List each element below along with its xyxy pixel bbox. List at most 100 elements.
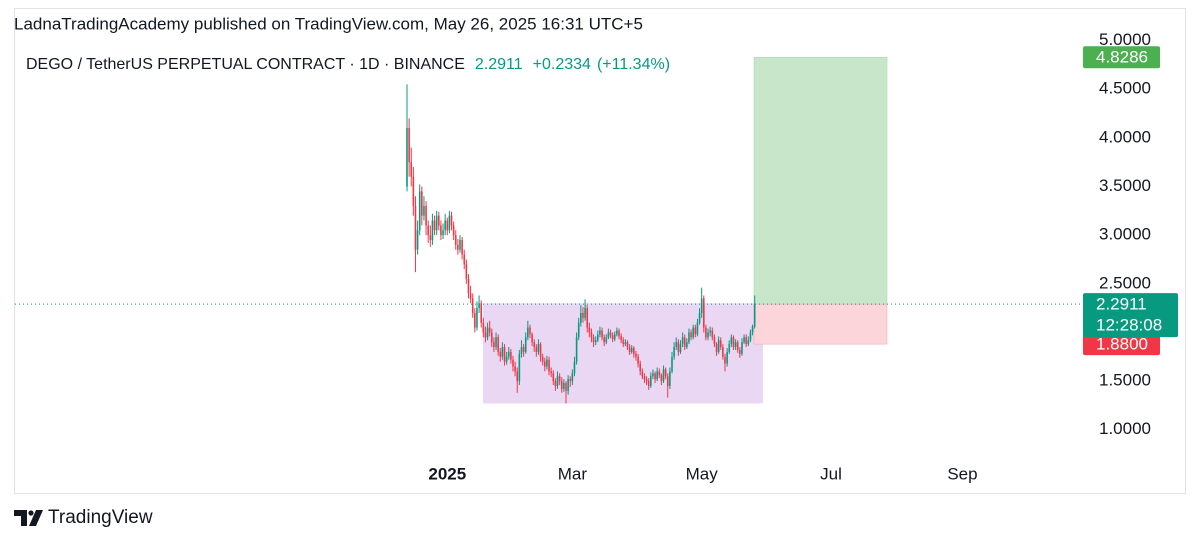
candle-body	[414, 205, 417, 250]
candle-body	[652, 373, 654, 377]
candle-body	[558, 376, 561, 382]
candle-body	[630, 348, 633, 352]
price-axis: 1.00001.50002.00002.50003.00003.50004.00…	[1083, 30, 1178, 438]
candle-body	[641, 371, 644, 377]
candle-body	[518, 353, 521, 382]
profit-zone	[753, 56, 888, 305]
candle-body	[433, 220, 436, 231]
candle-body	[486, 327, 489, 338]
candle-body	[533, 342, 535, 348]
candle-body	[713, 337, 716, 345]
x-tick-label: Mar	[558, 464, 588, 483]
candle-body	[493, 342, 495, 348]
candle-body	[686, 342, 688, 348]
candle-body	[412, 176, 415, 206]
candle-body	[622, 340, 625, 345]
candle-body	[520, 347, 523, 354]
candle-body	[611, 335, 614, 340]
candle-body	[556, 376, 559, 386]
y-tick-label: 1.5000	[1099, 371, 1151, 390]
candle-body	[692, 327, 694, 338]
candle-body	[469, 293, 472, 299]
candle-body	[484, 332, 487, 338]
candle-body	[467, 278, 470, 294]
x-tick-label: May	[686, 464, 719, 483]
candle-body	[421, 191, 423, 216]
candle-body	[700, 298, 703, 313]
candle-body	[594, 340, 597, 343]
candle-body	[605, 337, 608, 343]
candle-body	[584, 308, 586, 318]
candle-body	[643, 376, 646, 380]
candle-body	[681, 337, 684, 345]
candle-body	[548, 359, 550, 372]
candle-body	[675, 342, 678, 348]
price-change-pct: (+11.34%)	[597, 56, 670, 73]
candle-body	[719, 340, 722, 348]
candle-body	[554, 381, 557, 386]
candle-body	[590, 332, 593, 338]
candle-body	[628, 347, 631, 352]
candle-body	[613, 334, 616, 340]
candle-body	[565, 383, 567, 391]
candle-body	[603, 337, 605, 343]
candle-body	[633, 348, 635, 354]
candle-body	[461, 240, 463, 255]
candle-body	[730, 337, 733, 345]
candle-body	[539, 344, 542, 357]
candle-body	[418, 191, 421, 231]
candle-body	[582, 312, 584, 318]
symbol-line: DEGO / TetherUS PERPETUAL CONTRACT · 1D …	[26, 56, 670, 73]
symbol-title: DEGO / TetherUS PERPETUAL CONTRACT · 1D …	[26, 56, 465, 73]
x-tick-label: Sep	[947, 464, 977, 483]
candle-body	[586, 308, 588, 328]
brand-name: TradingView	[48, 507, 153, 528]
candle-body	[749, 332, 752, 341]
candle-body	[601, 330, 603, 338]
candle-body	[669, 371, 671, 386]
candle-body	[666, 376, 669, 386]
candle-body	[567, 379, 569, 391]
candle-body	[599, 330, 601, 335]
y-tick-label: 2.5000	[1099, 273, 1151, 292]
candle-body	[732, 337, 735, 348]
candle-body	[505, 356, 508, 362]
candle-body	[739, 349, 741, 354]
candle-body	[635, 353, 637, 357]
candle-body	[425, 205, 427, 226]
candle-body	[711, 330, 714, 338]
candle-body	[673, 347, 675, 357]
candle-body	[662, 369, 665, 382]
chart-frame	[14, 8, 1186, 494]
candle-body	[442, 230, 444, 236]
candle-body	[476, 308, 478, 328]
candle-body	[438, 215, 440, 226]
candle-body	[647, 381, 650, 386]
price-change: +0.2334	[533, 56, 591, 73]
candle-body	[429, 235, 432, 241]
candle-body	[446, 220, 449, 231]
candle-body	[560, 381, 563, 389]
candle-body	[658, 371, 661, 376]
candle-body	[541, 356, 544, 362]
candle-body	[677, 342, 680, 352]
y-tick-label: 4.5000	[1099, 79, 1151, 98]
candle-body	[724, 356, 726, 364]
y-tick-label: 4.0000	[1099, 127, 1151, 146]
candle-body	[510, 351, 512, 360]
candle-body	[609, 332, 612, 336]
stop-tag	[1083, 333, 1160, 356]
candle-body	[660, 375, 663, 382]
last-price-tag-label: 2.2911	[1096, 295, 1147, 314]
candle-body	[690, 332, 692, 338]
candle-body	[503, 347, 506, 362]
candle-body	[529, 327, 531, 335]
candle-body	[546, 359, 548, 367]
candle-body	[448, 215, 451, 231]
candle-body	[440, 225, 442, 236]
candle-body	[516, 371, 519, 382]
candle-body	[616, 330, 618, 335]
candle-body	[688, 332, 690, 343]
candle-body	[728, 344, 731, 352]
